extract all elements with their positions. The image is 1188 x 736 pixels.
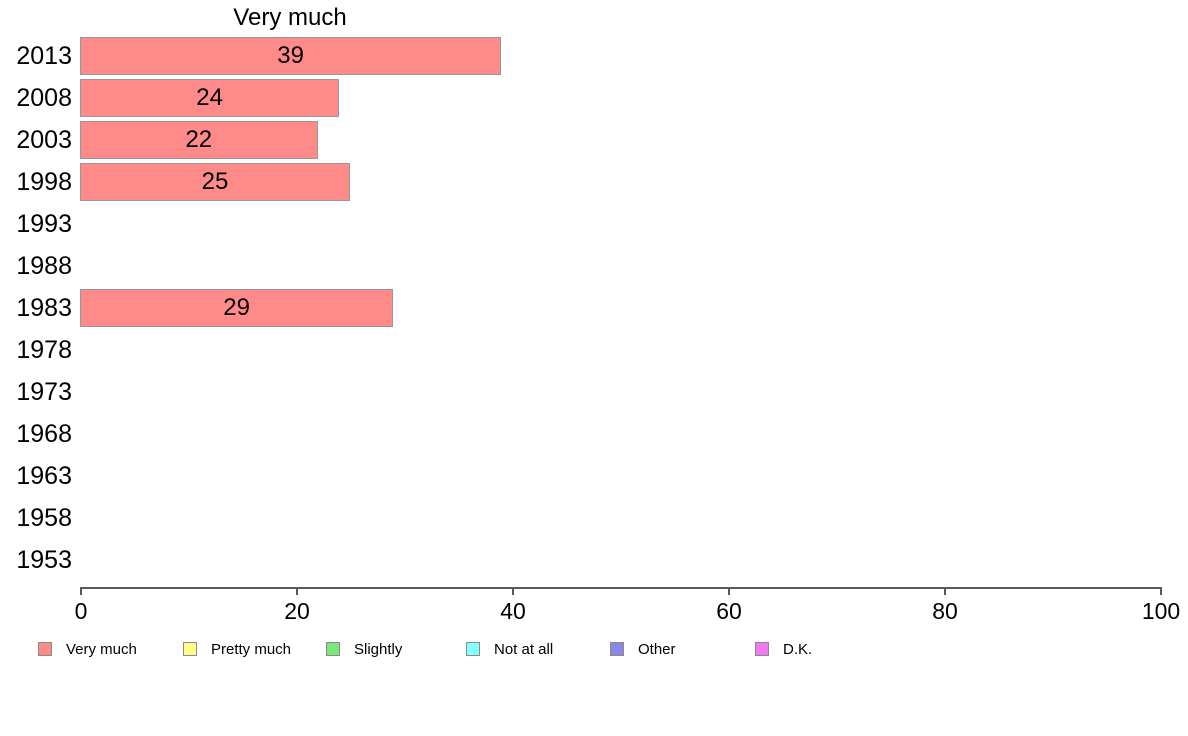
chart-row: 1993 xyxy=(0,203,1188,245)
chart-row: 1988 xyxy=(0,245,1188,287)
bar-1998: 25 xyxy=(80,163,350,201)
x-axis-tick-label: 60 xyxy=(716,598,742,624)
legend-item: D.K. xyxy=(755,640,812,658)
chart-row: 1958 xyxy=(0,497,1188,539)
bar-value-label: 22 xyxy=(185,126,213,153)
legend-item: Very much xyxy=(38,640,137,658)
chart-row: 1953 xyxy=(0,539,1188,581)
chart-row: 1983 29 xyxy=(0,287,1188,329)
bar-2013: 39 xyxy=(80,37,502,75)
y-axis-label: 1998 xyxy=(16,168,72,196)
bar-1983: 29 xyxy=(80,289,394,327)
legend-label: Pretty much xyxy=(211,640,292,658)
bar-value-label: 29 xyxy=(223,294,250,321)
y-axis-label: 1958 xyxy=(16,504,72,532)
y-axis-label: 2013 xyxy=(16,42,72,70)
y-axis-label: 1973 xyxy=(16,378,72,406)
y-axis-label: 1993 xyxy=(16,210,72,238)
legend-label: D.K. xyxy=(783,640,813,658)
legend-swatch xyxy=(326,642,340,656)
chart-row: 2008 24 xyxy=(0,77,1188,119)
chart-row: 2003 22 xyxy=(0,119,1188,161)
x-axis-tick-label: 80 xyxy=(932,598,958,624)
legend-swatch xyxy=(610,642,624,656)
bar-2003: 22 xyxy=(80,121,318,159)
legend-label: Slightly xyxy=(354,640,403,658)
legend-item: Slightly xyxy=(326,640,402,658)
legend-swatch xyxy=(38,642,52,656)
x-axis-tick-label: 40 xyxy=(500,598,526,624)
x-axis-tick-label: 20 xyxy=(284,598,310,624)
legend-item: Pretty much xyxy=(183,640,291,658)
chart-row: 1968 xyxy=(0,413,1188,455)
x-axis-tick xyxy=(728,587,730,595)
bar-2008: 24 xyxy=(80,79,340,117)
y-axis-label: 1953 xyxy=(16,546,72,574)
legend-item: Other xyxy=(610,640,676,658)
legend-swatch xyxy=(755,642,769,656)
x-axis-tick xyxy=(944,587,946,595)
legend-label: Very much xyxy=(66,640,137,658)
chart-row: 1978 xyxy=(0,329,1188,371)
x-axis-tick xyxy=(296,587,298,595)
y-axis-label: 1978 xyxy=(16,336,72,364)
chart-row: 1973 xyxy=(0,371,1188,413)
legend-label: Other xyxy=(638,640,676,658)
y-axis-label: 2003 xyxy=(16,126,72,154)
y-axis-label: 1983 xyxy=(16,294,72,322)
y-axis-label: 2008 xyxy=(16,84,72,112)
bar-value-label: 24 xyxy=(196,84,223,111)
bar-value-label: 25 xyxy=(201,168,229,195)
y-axis-label: 1963 xyxy=(16,462,72,490)
y-axis-label: 1968 xyxy=(16,420,72,448)
x-axis-tick-label: 0 xyxy=(74,598,88,624)
chart-row: 2013 39 xyxy=(0,35,1188,77)
legend-swatch xyxy=(466,642,480,656)
legend-label: Not at all xyxy=(494,640,554,658)
chart-row: 1963 xyxy=(0,455,1188,497)
x-axis-tick xyxy=(80,587,82,595)
x-axis-tick-label: 100 xyxy=(1141,598,1181,624)
bar-value-label: 39 xyxy=(277,42,304,69)
chart-row: 1998 25 xyxy=(0,161,1188,203)
y-axis-label: 1988 xyxy=(16,252,72,280)
x-axis-line xyxy=(80,587,1162,589)
legend-swatch xyxy=(183,642,197,656)
chart-title: Very much xyxy=(233,4,347,31)
legend-item: Not at all xyxy=(466,640,553,658)
x-axis-tick xyxy=(512,587,514,595)
x-axis-tick xyxy=(1160,587,1162,595)
